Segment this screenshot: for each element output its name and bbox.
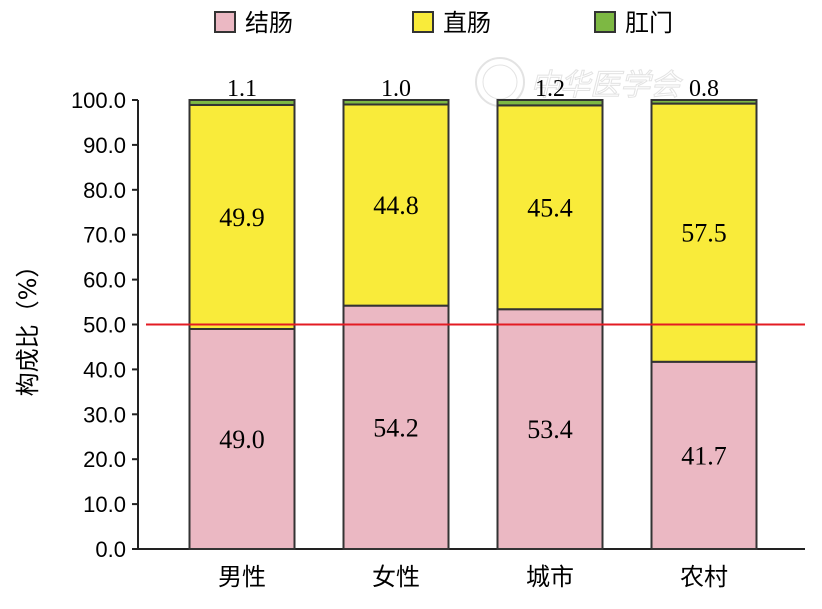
data-label-top-3: 1.2 [535, 76, 565, 102]
y-tick-label-2: 20.0 [83, 447, 126, 472]
bar-segment-3-1 [496, 308, 604, 551]
bar-segment-3-3 [496, 99, 604, 107]
data-label-middle-4: 57.5 [681, 219, 727, 248]
y-tick-label-0: 0.0 [95, 537, 126, 562]
legend-swatch-3 [594, 11, 616, 33]
bar-segment-2-3 [342, 99, 450, 106]
legend-swatch-1 [214, 11, 236, 33]
data-label-middle-1: 49.9 [219, 203, 265, 232]
data-label-middle-2: 44.8 [373, 191, 419, 220]
y-tick-label-5: 50.0 [83, 313, 126, 338]
bar-group-2 [342, 99, 450, 550]
bar-segment-1-2 [188, 103, 296, 330]
bar-segment-3-2 [496, 104, 604, 311]
bar-segment-2-1 [342, 304, 450, 550]
legend-swatch-2 [412, 11, 434, 33]
y-tick-label-10: 100.0 [71, 88, 126, 113]
data-label-top-2: 1.0 [381, 76, 411, 102]
bar-segment-4-2 [650, 102, 758, 363]
data-label-bottom-3: 53.4 [527, 415, 573, 444]
bars [188, 99, 758, 551]
y-tick-label-8: 80.0 [83, 178, 126, 203]
bar-segment-1-3 [188, 99, 296, 106]
data-labels: 49.0 49.9 1.1 54.2 44.8 1.0 53.4 45.4 1.2 41.7 57.… [219, 76, 727, 470]
bar-group-4 [650, 99, 758, 550]
legend-label-1: 结肠 [245, 9, 293, 37]
watermark-seal-inner-ring [482, 64, 518, 100]
x-tick-label-1: 男性 [218, 563, 266, 591]
legend: 结肠 直肠 肛门 [214, 9, 673, 37]
data-label-middle-3: 45.4 [527, 193, 573, 222]
bar-segment-1-1 [188, 327, 296, 550]
bar-segment-2-2 [342, 103, 450, 307]
bar-group-1 [188, 99, 296, 550]
data-label-bottom-4: 41.7 [681, 441, 727, 470]
watermark-seal [475, 57, 525, 107]
watermark-text: 中华医学会 [530, 68, 683, 103]
watermark: 中华医学会 [475, 57, 683, 107]
bar-group-3 [496, 99, 604, 551]
y-tick-label-1: 10.0 [83, 492, 126, 517]
bar-segment-4-3 [650, 99, 758, 105]
legend-label-2: 直肠 [443, 9, 491, 37]
y-tick-label-4: 40.0 [83, 357, 126, 382]
data-label-bottom-2: 54.2 [373, 413, 419, 442]
bar-segment-4-1 [650, 360, 758, 550]
data-label-bottom-1: 49.0 [219, 425, 265, 454]
data-label-top-4: 0.8 [689, 76, 719, 102]
y-tick-label-3: 30.0 [83, 402, 126, 427]
y-axis-label: 构成比（%） [14, 254, 42, 397]
x-tick-label-4: 农村 [680, 563, 728, 591]
y-tick-label-6: 60.0 [83, 268, 126, 293]
x-tick-label-3: 城市 [526, 563, 574, 591]
legend-label-3: 肛门 [625, 9, 673, 37]
y-tick-label-7: 70.0 [83, 223, 126, 248]
data-label-top-1: 1.1 [227, 76, 257, 102]
y-tick-label-9: 90.0 [83, 133, 126, 158]
x-tick-label-2: 女性 [372, 563, 420, 591]
